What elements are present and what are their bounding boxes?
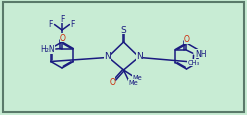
Text: O: O [60,34,66,43]
Text: F: F [70,20,75,29]
Text: Me: Me [133,75,142,81]
Text: N: N [104,52,111,61]
Text: O: O [109,77,115,86]
Text: F: F [48,20,53,29]
Text: S: S [121,26,126,34]
Text: NH: NH [196,50,207,59]
Text: N: N [136,52,143,61]
Text: Me: Me [128,80,138,86]
Text: F: F [60,15,64,24]
Text: O: O [184,35,190,44]
Text: CH₃: CH₃ [187,60,199,66]
Text: H₂N: H₂N [40,45,55,54]
